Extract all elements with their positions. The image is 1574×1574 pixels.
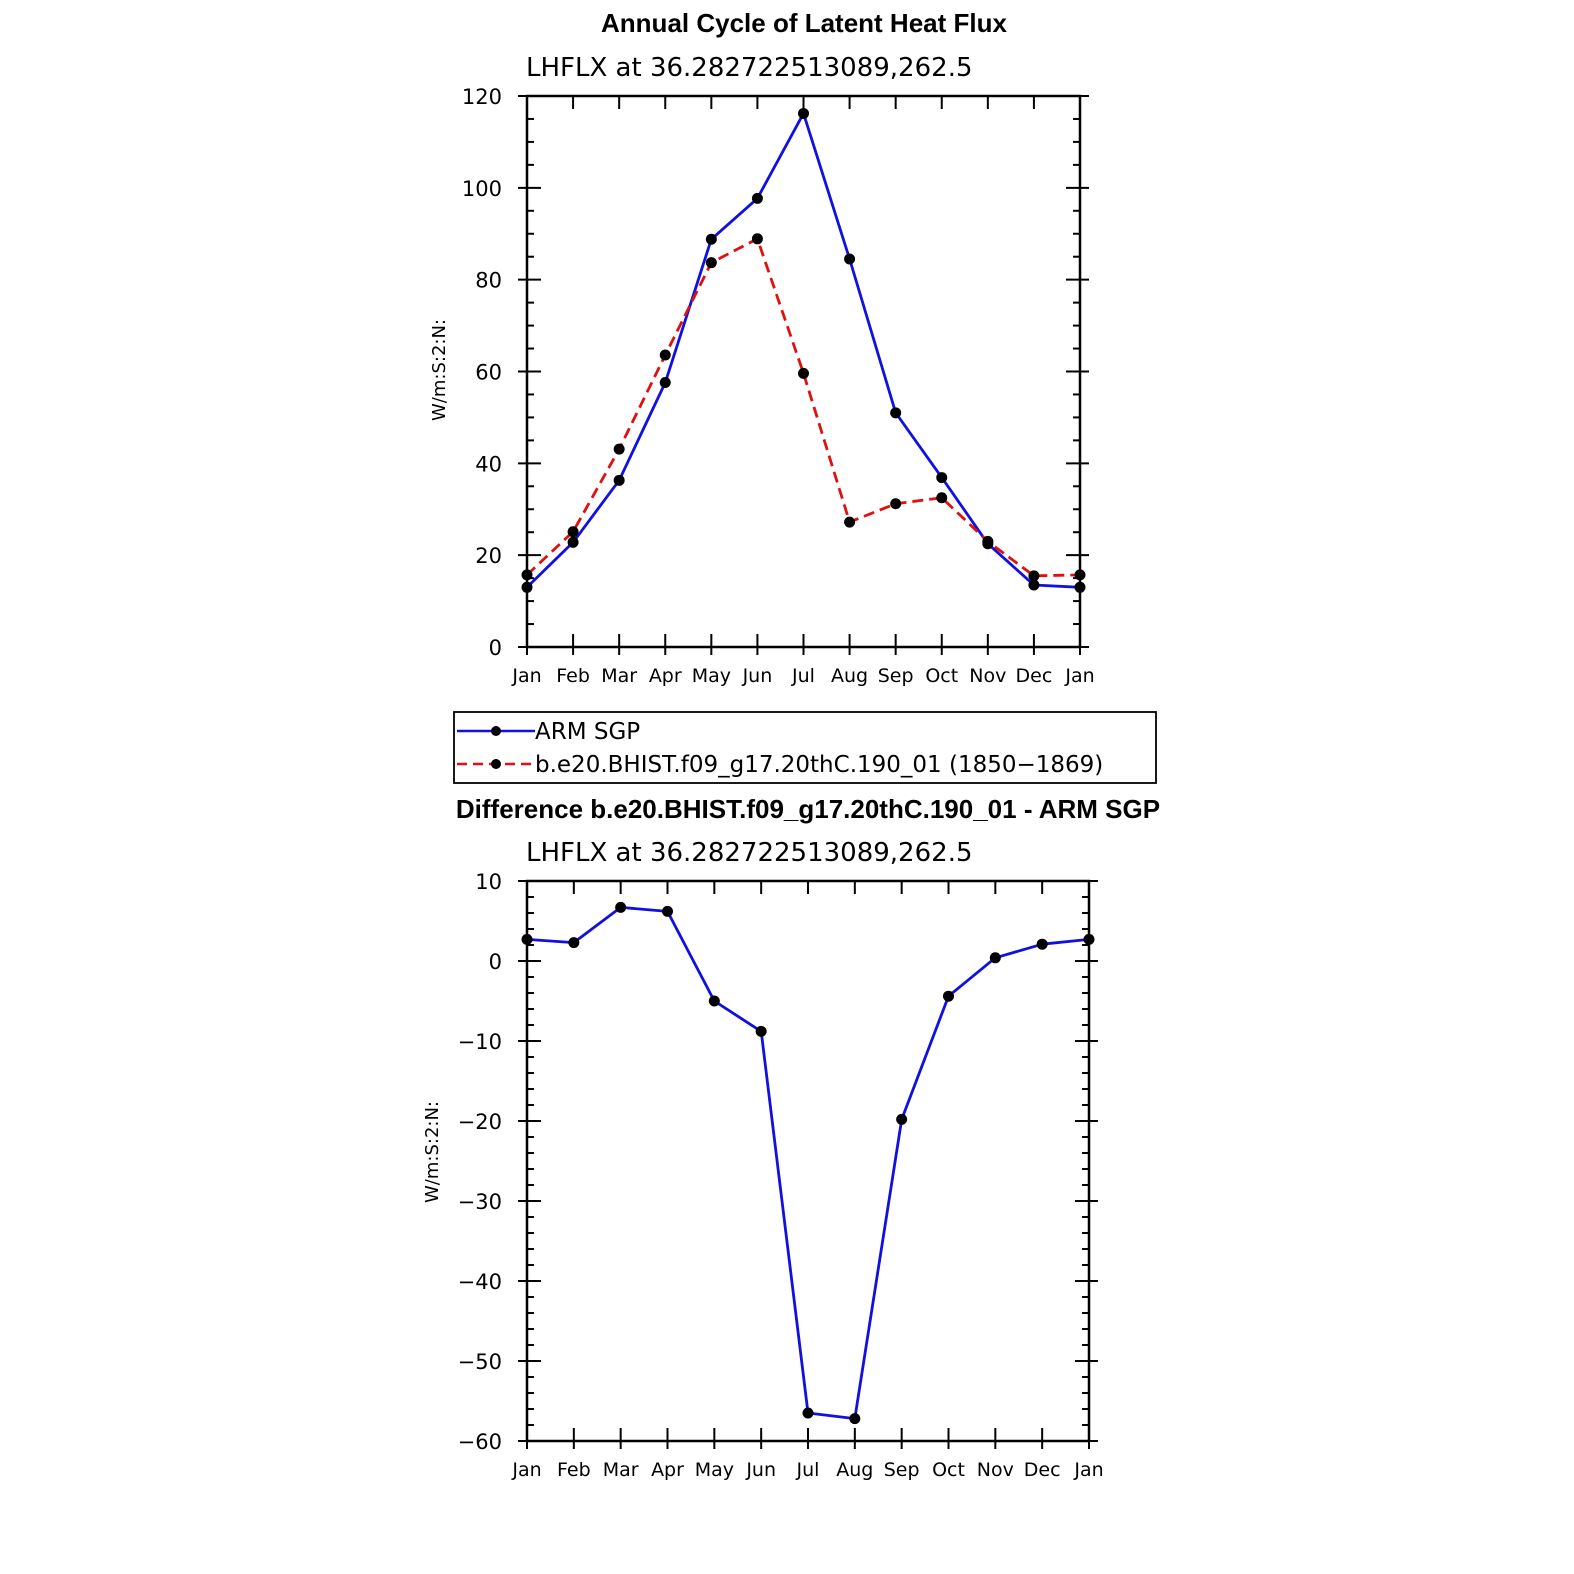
data-point	[751, 233, 763, 245]
data-point	[659, 349, 671, 361]
data-point	[802, 1407, 814, 1419]
legend-label-arm-sgp: ARM SGP	[535, 719, 640, 745]
x-tick-label: Jun	[745, 1459, 776, 1481]
data-point	[751, 192, 763, 204]
series-line	[526, 906, 1090, 1420]
x-tick-label: Dec	[1016, 665, 1053, 687]
x-tick-label: Nov	[969, 665, 1006, 687]
y-tick-label: −20	[458, 1110, 502, 1134]
axis-ticks: Jan Feb Mar Apr May Jun Jul Aug Sep Oct Nov Dec Jan−…	[458, 870, 1104, 1481]
x-tick-label: Aug	[831, 665, 868, 687]
y-tick-label: −10	[458, 1030, 502, 1054]
chart-title: Annual Cycle of Latent Heat Flux	[601, 8, 1007, 38]
x-tick-label: Oct	[932, 1459, 965, 1481]
data-point	[1028, 579, 1040, 591]
y-tick-label: −30	[458, 1190, 502, 1214]
y-tick-label: 20	[475, 544, 502, 568]
data-point	[662, 905, 673, 917]
y-tick-label: 100	[462, 177, 502, 201]
legend-label-model: b.e20.BHIST.f09_g17.20thC.190_01 (1850−1…	[535, 752, 1103, 778]
x-tick-label: Apr	[649, 665, 682, 687]
data-point	[1036, 938, 1048, 950]
y-tick-label: 0	[489, 950, 502, 974]
y-tick-label: 80	[475, 269, 502, 293]
data-point	[844, 253, 856, 265]
y-axis-label: W/m:S:2:N:	[429, 319, 450, 421]
x-tick-label: Jul	[796, 1459, 820, 1481]
chart-difference: Difference b.e20.BHIST.f09_g17.20thC.190…	[422, 794, 1160, 1481]
series-layer	[521, 107, 1086, 593]
chart-subtitle: LHFLX at 36.282722513089,262.5	[526, 838, 973, 868]
y-tick-label: 120	[462, 85, 502, 109]
x-tick-label: Dec	[1024, 1459, 1061, 1481]
legend: ARM SGP b.e20.BHIST.f09_g17.20thC.190_01…	[453, 711, 1157, 784]
y-tick-label: 40	[475, 452, 502, 476]
data-point	[613, 474, 625, 486]
data-point	[798, 367, 809, 379]
data-point	[890, 498, 902, 510]
x-tick-label: Jan	[511, 665, 541, 687]
legend-marker-arm-sgp	[491, 726, 501, 736]
y-tick-label: −50	[458, 1350, 502, 1374]
data-point	[613, 443, 625, 455]
data-point	[659, 377, 671, 389]
data-point	[615, 901, 627, 913]
y-tick-label: 10	[475, 870, 502, 894]
data-point	[844, 516, 856, 528]
series-line	[526, 237, 1081, 578]
legend-entry-model: b.e20.BHIST.f09_g17.20thC.190_01 (1850−1…	[457, 752, 1103, 778]
y-tick-label: −40	[458, 1270, 502, 1294]
data-point	[890, 407, 902, 419]
y-tick-label: 60	[475, 361, 502, 385]
data-point	[849, 1413, 861, 1425]
x-tick-label: May	[692, 665, 731, 687]
x-tick-label: Jul	[791, 665, 815, 687]
axis-ticks: Jan Feb Mar Apr May Jun Jul Aug Sep Oct Nov Dec Jan 0…	[462, 85, 1095, 687]
x-tick-label: Jan	[1073, 1459, 1103, 1481]
chart-annual-cycle: Annual Cycle of Latent Heat Flux LHFLX a…	[429, 8, 1095, 687]
y-axis-label: W/m:S:2:N:	[422, 1101, 443, 1203]
legend-marker-model	[491, 759, 501, 769]
x-tick-label: Feb	[556, 665, 590, 687]
chart-title: Difference b.e20.BHIST.f09_g17.20thC.190…	[456, 794, 1160, 824]
data-point	[896, 1113, 908, 1125]
data-point	[936, 492, 948, 504]
x-tick-label: May	[695, 1459, 734, 1481]
y-tick-label: −60	[458, 1430, 502, 1454]
data-point	[936, 472, 948, 484]
data-point	[567, 526, 579, 538]
legend-entry-arm-sgp: ARM SGP	[457, 719, 640, 745]
x-tick-label: Jan	[511, 1459, 541, 1481]
x-tick-label: Sep	[878, 665, 914, 687]
data-point	[982, 535, 994, 547]
x-tick-label: Oct	[925, 665, 958, 687]
plot-frame	[525, 879, 1091, 1443]
x-tick-label: Mar	[601, 665, 637, 687]
series-line	[526, 112, 1081, 589]
data-point	[1028, 570, 1040, 582]
data-point	[755, 1025, 767, 1037]
legend-box	[453, 711, 1157, 784]
data-point	[567, 536, 579, 548]
x-tick-label: Jun	[742, 665, 773, 687]
chart-subtitle: LHFLX at 36.282722513089,262.5	[526, 53, 973, 83]
data-point	[798, 107, 809, 119]
x-tick-label: Mar	[603, 1459, 639, 1481]
x-tick-label: Feb	[557, 1459, 591, 1481]
data-point	[705, 257, 717, 269]
x-tick-label: Jan	[1064, 665, 1094, 687]
data-point	[943, 990, 954, 1002]
series-layer	[521, 901, 1095, 1425]
plot-frame	[525, 94, 1082, 649]
data-point	[568, 937, 580, 949]
x-tick-label: Nov	[977, 1459, 1014, 1481]
y-tick-label: 0	[489, 636, 502, 660]
x-tick-label: Apr	[651, 1459, 684, 1481]
data-point	[708, 995, 720, 1007]
x-tick-label: Sep	[884, 1459, 920, 1481]
data-point	[705, 233, 717, 245]
x-tick-label: Aug	[836, 1459, 873, 1481]
data-point	[989, 952, 1001, 964]
